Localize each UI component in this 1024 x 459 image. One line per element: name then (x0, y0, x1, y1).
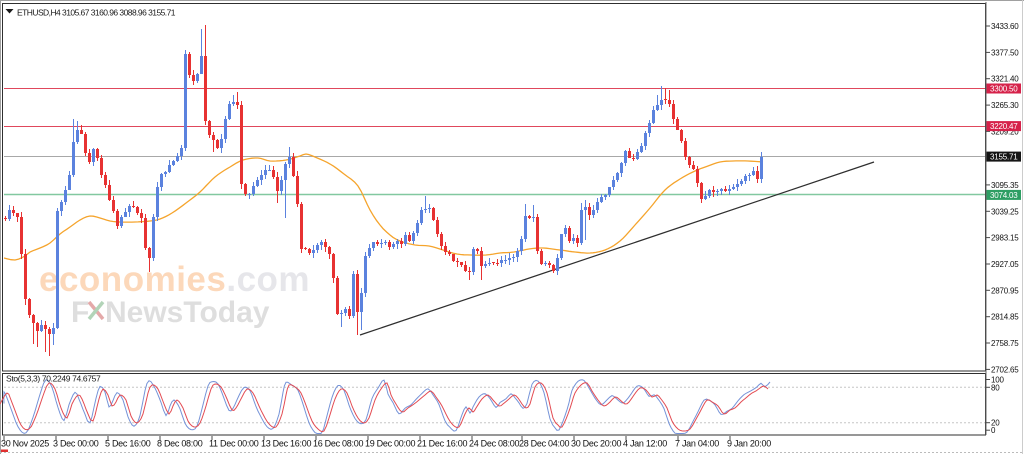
svg-text:Sto(5,3,3) 70.2249 74.6757: Sto(5,3,3) 70.2249 74.6757 (6, 374, 101, 384)
svg-text:economies.com: economies.com (39, 260, 310, 299)
svg-text:3321.40: 3321.40 (991, 75, 1019, 84)
svg-text:NewsToday: NewsToday (105, 296, 270, 329)
svg-text:30 Nov 2025: 30 Nov 2025 (1, 439, 49, 449)
svg-text:3433.60: 3433.60 (991, 22, 1019, 31)
svg-text:28 Dec 04:00: 28 Dec 04:00 (519, 439, 569, 449)
svg-text:2870.95: 2870.95 (991, 286, 1019, 295)
svg-text:2927.05: 2927.05 (991, 260, 1019, 269)
svg-text:9 Jan 20:00: 9 Jan 20:00 (727, 439, 771, 449)
svg-text:3095.35: 3095.35 (991, 181, 1019, 190)
svg-text:3209.20: 3209.20 (991, 127, 1019, 136)
svg-text:2983.15: 2983.15 (991, 234, 1019, 243)
svg-text:3265.30: 3265.30 (991, 101, 1019, 110)
svg-text:7 Jan 04:00: 7 Jan 04:00 (675, 439, 719, 449)
svg-text:24 Dec 08:00: 24 Dec 08:00 (469, 439, 519, 449)
svg-text:4 Jan 12:00: 4 Jan 12:00 (623, 439, 667, 449)
svg-text:8 Dec 08:00: 8 Dec 08:00 (157, 439, 203, 449)
svg-text:20: 20 (991, 419, 1000, 428)
svg-text:3039.25: 3039.25 (991, 207, 1019, 216)
svg-text:13 Dec 16:00: 13 Dec 16:00 (261, 439, 311, 449)
svg-text:3220.47: 3220.47 (990, 122, 1018, 131)
svg-text:3377.50: 3377.50 (991, 48, 1019, 57)
svg-text:100: 100 (991, 376, 1004, 385)
svg-text:19 Dec 00:00: 19 Dec 00:00 (365, 439, 415, 449)
svg-text:11 Dec 00:00: 11 Dec 00:00 (209, 439, 259, 449)
svg-text:2758.75: 2758.75 (991, 339, 1019, 348)
svg-text:5 Dec 16:00: 5 Dec 16:00 (105, 439, 151, 449)
svg-text:16 Dec 08:00: 16 Dec 08:00 (313, 439, 363, 449)
svg-text:2814.85: 2814.85 (991, 313, 1019, 322)
svg-text:0: 0 (991, 426, 996, 435)
svg-text:3155.71: 3155.71 (990, 153, 1018, 162)
svg-text:3300.50: 3300.50 (990, 85, 1018, 94)
svg-text:ETHUSD,H4 3105.67 3160.96 308: ETHUSD,H4 3105.67 3160.96 3088.96 3155.7… (17, 8, 176, 18)
svg-text:3074.03: 3074.03 (990, 191, 1018, 200)
svg-text:F: F (71, 296, 89, 329)
svg-text:2702.65: 2702.65 (991, 365, 1019, 374)
svg-text:80: 80 (991, 383, 1000, 392)
svg-text:21 Dec 16:00: 21 Dec 16:00 (417, 439, 467, 449)
svg-text:30 Dec 20:00: 30 Dec 20:00 (571, 439, 621, 449)
svg-text:3 Dec 00:00: 3 Dec 00:00 (53, 439, 99, 449)
